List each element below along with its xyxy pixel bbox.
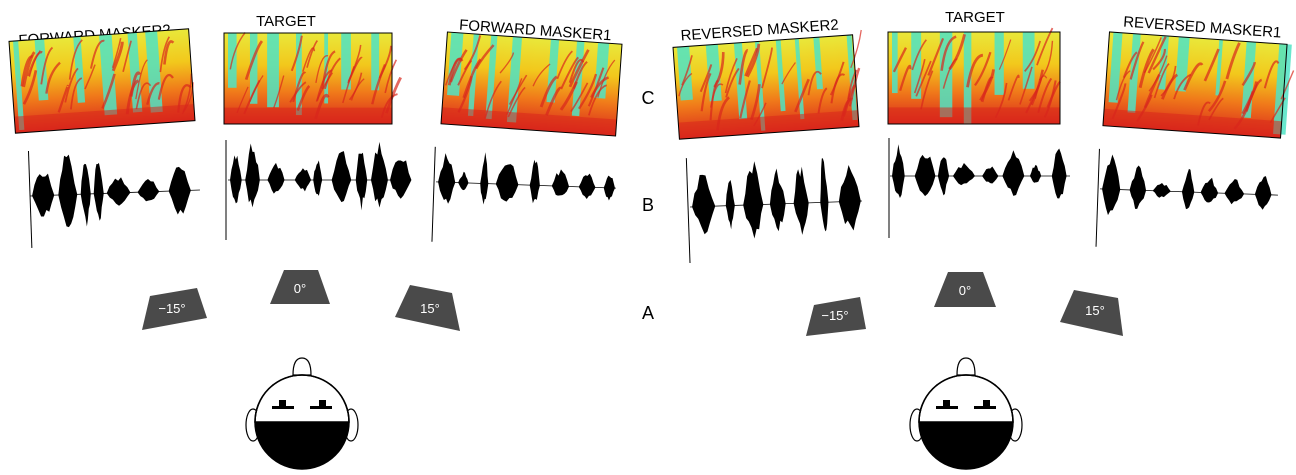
- left-masker2-waveform: [27, 150, 200, 248]
- right-panel: REVERSED MASKER2 TARGET REVERSED MASKER1…: [672, 9, 1295, 470]
- left-speaker-minus15: −15°: [142, 288, 207, 330]
- right-masker2-waveform: [685, 158, 862, 264]
- left-target-waveform: [225, 140, 412, 240]
- left-masker2-spectrogram: [8, 28, 196, 134]
- right-target-title: TARGET: [945, 9, 1005, 26]
- left-speaker-0-label: 0°: [294, 281, 306, 296]
- right-masker1-spectrogram: [1102, 31, 1295, 139]
- row-label-a: A: [642, 303, 654, 323]
- left-target-spectrogram: [223, 31, 402, 125]
- right-masker2-spectrogram: [672, 29, 862, 140]
- row-label-b: B: [642, 195, 654, 215]
- left-target-title: TARGET: [256, 13, 316, 30]
- left-speaker-0: 0°: [270, 270, 330, 304]
- left-speaker-15: 15°: [395, 285, 460, 331]
- right-speaker-minus15: −15°: [806, 297, 866, 336]
- right-speaker-minus15-label: −15°: [821, 308, 848, 323]
- left-listener-head: [245, 357, 359, 470]
- left-masker1-spectrogram: [440, 31, 623, 137]
- right-target-spectrogram: [887, 27, 1062, 125]
- left-speaker-15-label: 15°: [420, 301, 440, 316]
- right-listener-head: [909, 357, 1023, 470]
- left-panel: FORWARD MASKER2 TARGET FORWARD MASKER1 −…: [8, 13, 623, 470]
- left-masker1-waveform: [431, 146, 616, 242]
- right-masker1-waveform: [1095, 148, 1278, 247]
- right-target-waveform: [888, 138, 1070, 238]
- left-speaker-minus15-label: −15°: [158, 301, 185, 316]
- right-speaker-15: 15°: [1060, 290, 1123, 336]
- right-speaker-0-label: 0°: [959, 283, 971, 298]
- row-label-c: C: [642, 88, 655, 108]
- right-speaker-15-label: 15°: [1085, 303, 1105, 318]
- right-speaker-0: 0°: [934, 272, 996, 307]
